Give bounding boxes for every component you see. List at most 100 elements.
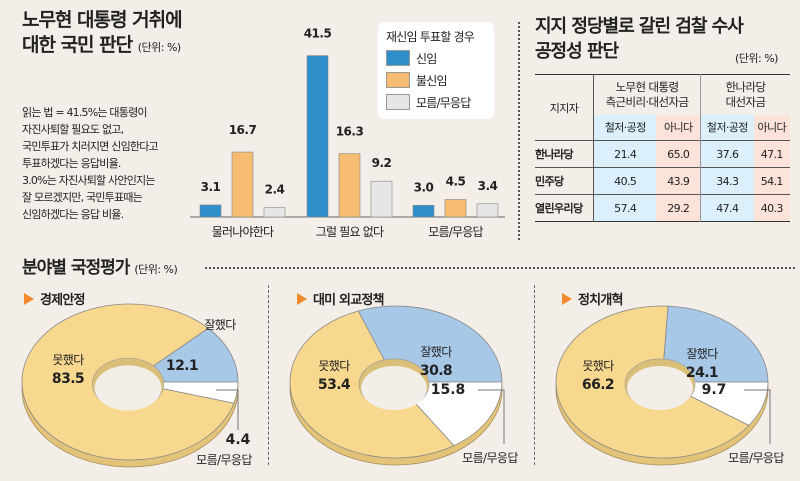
table-cell: 29.2 <box>656 194 702 222</box>
bar-0-2 <box>263 207 286 218</box>
slice-value-bad: 53.4 <box>318 377 351 393</box>
category-label: 물러나야한다 <box>212 225 274 239</box>
slice-label-good: 잘했다 <box>686 347 718 361</box>
triangle-bullet-icon <box>562 292 572 305</box>
pie-title-text: 대미 외교정책 <box>313 293 384 308</box>
sub-header: 아니다 <box>656 114 702 141</box>
sub-header: 아니다 <box>753 114 790 141</box>
donut-2: 못했다 83.5 잘했다 12.1 4.4 모름/무응답 <box>21 303 253 468</box>
slice-label-bad: 못했다 <box>582 359 614 373</box>
leader-line <box>478 389 505 444</box>
bar-2-0 <box>412 205 435 218</box>
group-header-hannara: 한나라당 대선자금 <box>701 75 790 115</box>
pie-title-foreign: 대미 외교정책 <box>297 289 384 308</box>
slice-label-unknown: 모름/무응답 <box>462 451 518 465</box>
donut-hole <box>361 365 427 411</box>
bar-value-label: 9.2 <box>372 156 392 170</box>
group-header-roh: 노무현 대통령 측근비리·대선자금 <box>593 74 702 115</box>
section-divider-horizontal <box>205 267 795 269</box>
bar-value-label: 16.7 <box>229 123 257 137</box>
category-label: 모름/무응답 <box>428 225 483 239</box>
donut-4: 못했다 66.2 잘했다 24.19.7 모름/무응답 <box>555 305 785 466</box>
table-title-line1: 지지 정당별로 갈린 검찰 수사 <box>535 16 744 37</box>
bar-value-label: 16.3 <box>336 125 364 139</box>
bar-2-2 <box>476 203 499 218</box>
triangle-bullet-icon <box>24 292 34 305</box>
bar-title-line1: 노무현 대통령 거취에 <box>22 9 183 31</box>
bar-0-0 <box>199 204 222 218</box>
bar-legend: 재신임 투표할 경우 신임 불신임 모름/무응답 <box>378 22 494 119</box>
pie-title-text: 경제안정 <box>40 293 85 308</box>
legend-title: 재신임 투표할 경우 <box>386 30 475 44</box>
bar-value-label: 3.1 <box>201 180 221 194</box>
pie-section-title-text: 분야별 국정평가 <box>22 258 130 278</box>
pie-divider <box>268 285 269 465</box>
donut-slice <box>661 305 769 383</box>
slice-label-good: 잘했다 <box>420 345 452 359</box>
table-title: 지지 정당별로 갈린 검찰 수사 공정성 판단 <box>535 14 744 64</box>
table-cell: 34.3 <box>700 167 754 195</box>
legend-swatch-trust <box>386 50 410 66</box>
slice-label-bad: 못했다 <box>52 353 84 367</box>
pie-title-politics: 정치개혁 <box>562 289 623 308</box>
bar-value-label: 3.0 <box>414 180 434 194</box>
pie-title-text: 정치개혁 <box>578 293 623 308</box>
table-cell: 37.6 <box>700 140 754 168</box>
bar-chart-title: 노무현 대통령 거취에 대한 국민 판단 (단위: %) <box>22 8 183 60</box>
group-header-line: 대선자금 <box>725 94 767 109</box>
bar-value-label: 2.4 <box>265 183 285 197</box>
slice-value-good: 12.1 <box>166 358 198 374</box>
group-header-line: 노무현 대통령 <box>615 79 680 94</box>
reading-guide-note: 읽는 법 = 41.5%는 대통령이 자진사퇴할 필요도 없고, 국민투표가 치… <box>22 104 202 223</box>
slice-value-bad: 66.2 <box>582 377 614 393</box>
table-cell: 47.4 <box>700 194 754 222</box>
pie-unit: (단위: %) <box>134 263 178 276</box>
table-title-line2: 공정성 판단 <box>535 41 619 62</box>
legend-label: 불신임 <box>416 73 448 88</box>
bar-value-label: 41.5 <box>304 27 332 41</box>
group-header-line: 측근비리·대선자금 <box>605 94 690 109</box>
note-line: 읽는 법 = 41.5%는 대통령이 <box>22 106 148 119</box>
party-table: 지지자 노무현 대통령 측근비리·대선자금 한나라당 대선자금 철저·공정 아니… <box>535 74 790 222</box>
party-name: 한나라당 <box>535 140 594 168</box>
slice-label-good: 잘했다 <box>204 318 236 332</box>
donut-hole <box>627 365 693 411</box>
slice-label-bad: 못했다 <box>318 359 350 373</box>
legend-item-trust: 신임 <box>386 47 486 69</box>
bar-1-2 <box>370 180 393 218</box>
note-line: 자진사퇴할 필요도 없고, <box>22 123 124 136</box>
note-line: 잘 모르겠지만, 국민투표때는 <box>22 191 143 204</box>
legend-item-unknown: 모름/무응답 <box>386 91 486 113</box>
donut-3: 못했다 53.4 잘했다 30.8 15.8 모름/무응답 <box>289 305 519 466</box>
party-name: 민주당 <box>535 167 594 195</box>
legend-item-distrust: 불신임 <box>386 69 486 91</box>
bar-title-line2: 대한 국민 판단 (단위: %) <box>22 33 182 60</box>
leader-line <box>216 389 239 430</box>
table-row: 한나라당 21.4 65.0 37.6 47.1 <box>535 140 790 168</box>
note-line: 신임하겠다는 응답 비율. <box>22 208 124 221</box>
table-cell: 57.4 <box>593 194 657 222</box>
pie-section-title: 분야별 국정평가 (단위: %) <box>22 256 178 282</box>
slice-value-bad: 83.5 <box>52 371 84 387</box>
category-label: 그럴 필요 없다 <box>316 225 384 239</box>
pie-title-economy: 경제안정 <box>24 289 85 308</box>
table-cell: 65.0 <box>656 140 702 168</box>
bar-0-1 <box>231 151 254 218</box>
table-cell: 40.5 <box>593 167 657 195</box>
note-line: 3.0%는 자진사퇴할 사안인지는 <box>22 174 155 187</box>
table-unit: (단위: %) <box>735 52 778 65</box>
table-cell: 43.9 <box>656 167 702 195</box>
section-divider <box>518 22 520 240</box>
table-row: 열린우리당 57.4 29.2 47.4 40.3 <box>535 194 790 222</box>
group-header-line: 한나라당 <box>725 79 767 94</box>
table-cell: 40.3 <box>753 194 790 222</box>
sub-header: 철저·공정 <box>593 114 657 141</box>
bar-value-label: 4.5 <box>446 175 466 189</box>
bar-value-label: 3.4 <box>478 179 498 193</box>
corner-header: 지지자 <box>535 74 594 141</box>
table-row: 민주당 40.5 43.9 34.3 54.1 <box>535 167 790 195</box>
slice-value-unknown: 9.7 <box>702 382 727 398</box>
bar-1-0 <box>306 55 329 218</box>
party-name: 열린우리당 <box>535 194 594 222</box>
